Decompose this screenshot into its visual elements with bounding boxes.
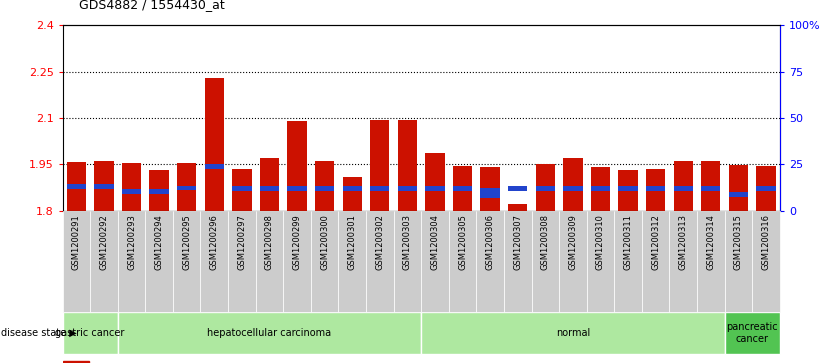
Bar: [563, 158, 582, 211]
Bar: [67, 184, 86, 189]
Bar: [343, 177, 362, 211]
Text: normal: normal: [555, 328, 590, 338]
Bar: [701, 187, 721, 191]
Bar: [122, 163, 141, 211]
Text: GSM1200303: GSM1200303: [403, 214, 412, 270]
Bar: [149, 170, 168, 211]
Bar: [232, 187, 252, 191]
Bar: [370, 119, 389, 211]
Text: GSM1200292: GSM1200292: [99, 214, 108, 270]
Bar: [204, 78, 224, 211]
Bar: [590, 187, 610, 191]
Text: GSM1200315: GSM1200315: [734, 214, 743, 270]
Bar: [674, 161, 693, 211]
Text: GSM1200307: GSM1200307: [513, 214, 522, 270]
Bar: [674, 187, 693, 191]
Bar: [619, 187, 638, 191]
Bar: [398, 119, 417, 211]
Bar: [563, 187, 582, 191]
Text: gastric cancer: gastric cancer: [55, 328, 125, 338]
Bar: [425, 154, 445, 211]
Bar: [508, 204, 527, 211]
Bar: [756, 187, 776, 191]
Text: GSM1200312: GSM1200312: [651, 214, 661, 270]
Text: GSM1200305: GSM1200305: [458, 214, 467, 270]
Text: GSM1200308: GSM1200308: [540, 214, 550, 270]
Text: disease state ▶: disease state ▶: [1, 328, 77, 338]
Bar: [421, 312, 725, 354]
Text: GSM1200295: GSM1200295: [182, 214, 191, 270]
Bar: [646, 187, 666, 191]
Text: GSM1200293: GSM1200293: [127, 214, 136, 270]
Bar: [63, 312, 118, 354]
Bar: [232, 169, 252, 211]
Text: GSM1200291: GSM1200291: [72, 214, 81, 270]
Text: GSM1200313: GSM1200313: [679, 214, 688, 270]
Bar: [204, 164, 224, 169]
Bar: [260, 187, 279, 191]
Bar: [508, 187, 527, 191]
Text: GSM1200302: GSM1200302: [375, 214, 384, 270]
Bar: [480, 167, 500, 211]
Bar: [315, 187, 334, 191]
Text: GSM1200304: GSM1200304: [430, 214, 440, 270]
Bar: [94, 161, 113, 211]
Bar: [646, 169, 666, 211]
Bar: [118, 312, 421, 354]
Bar: [425, 187, 445, 191]
Text: GSM1200298: GSM1200298: [265, 214, 274, 270]
Bar: [63, 360, 89, 363]
Bar: [453, 187, 472, 191]
Bar: [619, 170, 638, 211]
Bar: [343, 187, 362, 191]
Bar: [398, 187, 417, 191]
Text: GSM1200316: GSM1200316: [761, 214, 771, 270]
Text: GSM1200296: GSM1200296: [210, 214, 219, 270]
Bar: [453, 166, 472, 211]
Bar: [177, 185, 196, 191]
Bar: [94, 184, 113, 189]
Bar: [370, 187, 389, 191]
Text: GDS4882 / 1554430_at: GDS4882 / 1554430_at: [79, 0, 225, 11]
Text: GSM1200294: GSM1200294: [154, 214, 163, 270]
Text: hepatocellular carcinoma: hepatocellular carcinoma: [208, 328, 331, 338]
Bar: [177, 163, 196, 211]
Bar: [315, 161, 334, 211]
Bar: [729, 192, 748, 197]
Text: pancreatic
cancer: pancreatic cancer: [726, 322, 778, 344]
Text: GSM1200306: GSM1200306: [485, 214, 495, 270]
Bar: [725, 312, 780, 354]
Text: GSM1200300: GSM1200300: [320, 214, 329, 270]
Bar: [535, 164, 555, 211]
Bar: [756, 166, 776, 211]
Text: GSM1200310: GSM1200310: [596, 214, 605, 270]
Text: GSM1200309: GSM1200309: [569, 214, 577, 270]
Bar: [149, 189, 168, 193]
Bar: [260, 158, 279, 211]
Bar: [590, 167, 610, 211]
Bar: [288, 121, 307, 211]
Text: GSM1200297: GSM1200297: [238, 214, 246, 270]
Bar: [480, 188, 500, 197]
Bar: [701, 161, 721, 211]
Bar: [67, 162, 86, 211]
Text: GSM1200314: GSM1200314: [706, 214, 716, 270]
Text: GSM1200311: GSM1200311: [624, 214, 632, 270]
Text: GSM1200299: GSM1200299: [293, 214, 302, 270]
Bar: [122, 189, 141, 193]
Bar: [288, 187, 307, 191]
Bar: [729, 165, 748, 211]
Text: GSM1200301: GSM1200301: [348, 214, 357, 270]
Bar: [535, 187, 555, 191]
